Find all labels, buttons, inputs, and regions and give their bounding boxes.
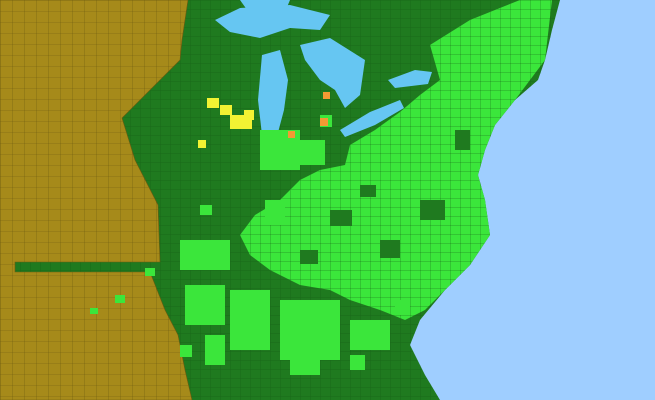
lake-huron <box>300 38 365 108</box>
lake-ontario <box>388 70 432 88</box>
present-patches <box>90 115 410 375</box>
lake <box>240 0 290 14</box>
absent-patches <box>300 130 470 264</box>
lake-michigan <box>258 50 288 140</box>
county-lines <box>240 0 552 320</box>
lake-superior <box>215 5 330 38</box>
county-lines <box>0 0 192 400</box>
yellow-patches <box>198 98 254 148</box>
orange-patches <box>288 92 330 138</box>
lake-erie <box>340 100 404 137</box>
